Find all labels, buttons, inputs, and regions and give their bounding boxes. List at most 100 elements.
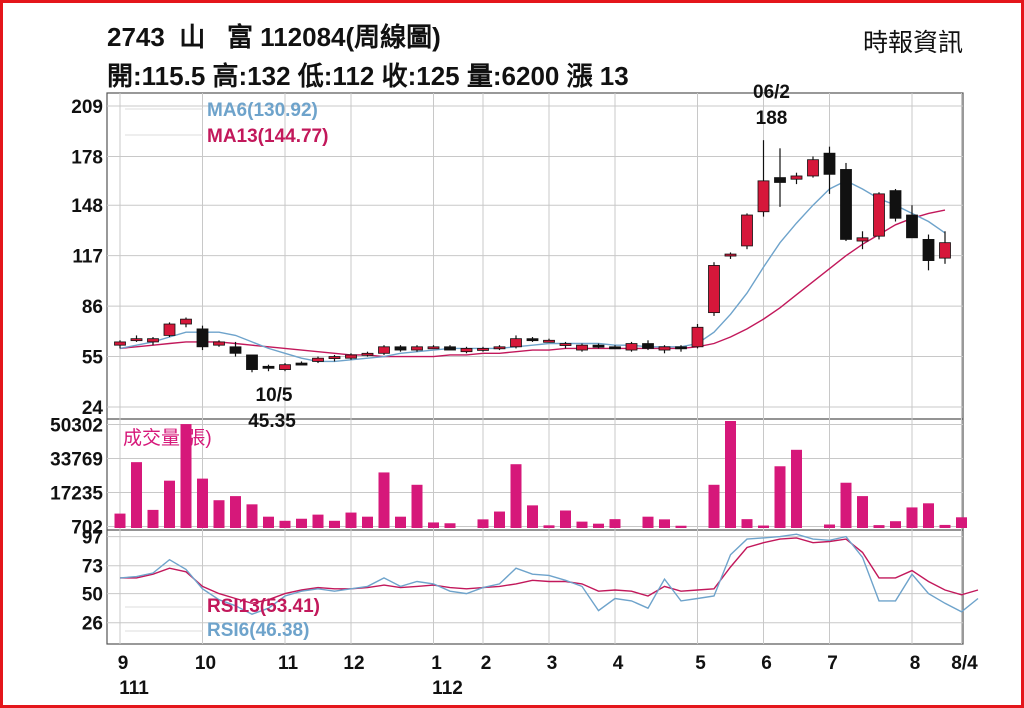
- candle-body: [477, 348, 489, 351]
- volume-bar: [890, 521, 901, 528]
- volume-bar: [939, 524, 951, 528]
- high-value-label: 188: [756, 108, 788, 129]
- volume-bar: [857, 496, 868, 528]
- price-tick-label: 178: [71, 147, 103, 168]
- candle-body: [774, 177, 786, 183]
- candle-body: [576, 344, 588, 351]
- candle-body: [328, 356, 341, 359]
- low-value-label: 45.35: [248, 411, 296, 432]
- price-tick-label: 86: [82, 297, 103, 318]
- volume-bar: [659, 519, 670, 528]
- price-tick-label: 117: [72, 247, 103, 268]
- candle-body: [939, 242, 951, 259]
- volume-bar: [246, 504, 258, 528]
- low-date-label: 10/5: [256, 385, 293, 406]
- x-tick-label: 11: [278, 653, 299, 674]
- volume-bar: [923, 503, 934, 528]
- x-tick-label: 10: [195, 653, 216, 674]
- candle-body: [691, 326, 704, 348]
- volume-bar: [180, 424, 192, 528]
- volume-tick-label: 702: [71, 518, 103, 539]
- candle-body: [262, 365, 275, 369]
- rsi-tick-label: 50: [82, 585, 103, 606]
- price-tick-label: 55: [82, 348, 104, 369]
- x-tick-label: 4: [613, 653, 624, 674]
- volume-bar: [362, 516, 373, 528]
- candle-body: [642, 343, 654, 349]
- volume-bar: [543, 525, 555, 528]
- volume-bar: [164, 480, 175, 528]
- volume-bar: [609, 519, 621, 528]
- ohlc-summary: 開:115.5 高:132 低:112 收:125 量:6200 漲 13: [107, 61, 629, 91]
- volume-bar: [345, 512, 357, 528]
- candle-body: [460, 348, 473, 353]
- candle-body: [312, 357, 324, 362]
- volume-bar: [725, 421, 736, 528]
- volume-bar: [263, 516, 274, 528]
- x-tick-label: 9: [118, 653, 129, 674]
- volume-bar: [708, 484, 720, 528]
- candle-body: [543, 339, 555, 343]
- ma6-line: [119, 180, 946, 363]
- volume-bar: [840, 482, 852, 528]
- ma-legend-label: MA6(130.92): [207, 100, 318, 121]
- candle-body: [559, 343, 572, 346]
- volume-tick-label: 33769: [50, 450, 103, 471]
- volume-bar: [791, 449, 802, 528]
- volume-bar: [213, 500, 225, 528]
- rsi-tick-label: 73: [82, 557, 103, 578]
- candle-body: [856, 237, 869, 242]
- rsi-legend-label: RSI13(53.41): [207, 596, 320, 617]
- candle-body: [823, 152, 836, 175]
- volume-bar: [312, 514, 324, 528]
- volume-tick-label: 17235: [50, 484, 103, 505]
- volume-bar: [131, 462, 142, 528]
- volume-bar: [774, 466, 786, 528]
- volume-bar: [593, 523, 604, 528]
- volume-bar: [114, 513, 126, 528]
- candle-body: [658, 346, 671, 351]
- volume-bar: [444, 523, 456, 528]
- volume-bar: [477, 519, 489, 528]
- volume-bar: [428, 522, 439, 528]
- volume-bar: [741, 519, 753, 528]
- candle-body: [625, 343, 638, 351]
- x-tick-label: 8/4: [951, 653, 978, 674]
- rsi-tick-label: 97: [82, 528, 103, 549]
- x-tick-label: 3: [547, 653, 558, 674]
- price-tick-label: 209: [71, 97, 103, 118]
- rsi-legend-label: RSI6(46.38): [207, 620, 309, 641]
- volume-bar: [576, 521, 588, 528]
- volume-bar: [230, 496, 241, 528]
- candle-body: [510, 338, 522, 348]
- candle-body: [213, 341, 225, 346]
- volume-bar: [642, 516, 654, 528]
- candle-body: [922, 239, 935, 261]
- price-tick-label: 148: [71, 196, 103, 217]
- x-tick-sublabel: 111: [119, 678, 149, 699]
- candle-body: [361, 352, 374, 356]
- candle-body: [378, 346, 390, 354]
- candle-body: [427, 346, 440, 350]
- candle-body: [180, 318, 192, 325]
- candle-body: [526, 338, 539, 342]
- x-tick-sublabel: 112: [432, 678, 463, 699]
- volume-bar: [906, 507, 918, 528]
- candle-body: [229, 346, 242, 354]
- x-tick-label: 8: [910, 653, 921, 674]
- volume-bar: [411, 484, 423, 528]
- candle-body: [592, 344, 605, 348]
- volume-bar: [527, 505, 538, 528]
- x-tick-label: 7: [827, 653, 838, 674]
- high-date-label: 06/2: [753, 82, 790, 103]
- candle-body: [840, 169, 852, 240]
- x-tick-label: 2: [481, 653, 492, 674]
- candle-body: [163, 323, 176, 336]
- candle-body: [889, 190, 902, 219]
- candle-body: [807, 159, 819, 177]
- candle-body: [114, 341, 126, 346]
- rsi6-line: [119, 533, 979, 615]
- candle-body: [724, 253, 737, 257]
